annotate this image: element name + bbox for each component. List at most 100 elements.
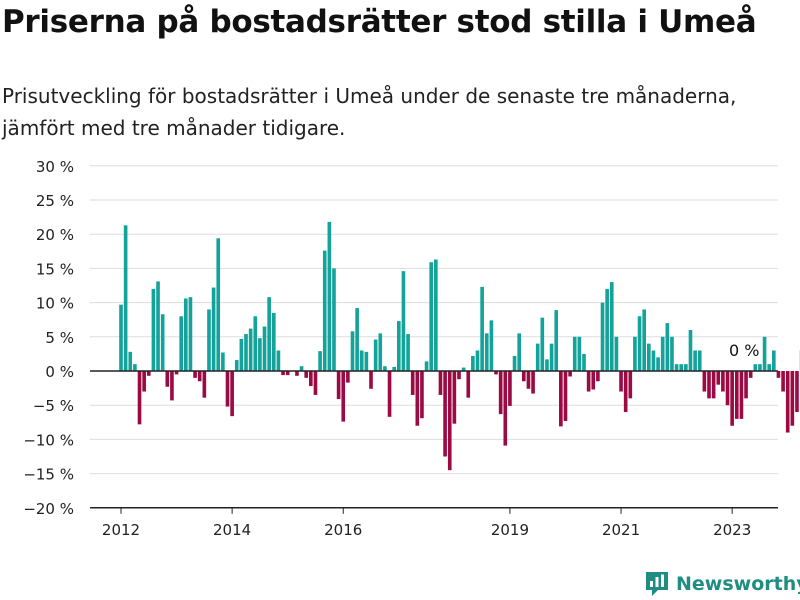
- bar: [197, 371, 202, 382]
- bar: [535, 343, 540, 371]
- bar: [364, 351, 369, 371]
- bar: [512, 355, 517, 371]
- bar: [373, 339, 378, 371]
- bar: [586, 371, 591, 392]
- bar: [355, 308, 359, 371]
- bar: [790, 371, 795, 426]
- bar: [758, 364, 762, 371]
- bar: [772, 350, 776, 371]
- bar: [517, 333, 521, 371]
- brand-logo[interactable]: Newsworthy: [644, 568, 800, 600]
- bar: [309, 371, 313, 387]
- bar-chart: −20 % −15 % −10 % −5 % 0 % 5 % 10 % 15 % 20 % 25 …: [23, 158, 800, 539]
- bar: [521, 371, 526, 382]
- bar: [216, 238, 221, 371]
- y-tick-label: −20 %: [23, 500, 74, 518]
- bar: [480, 286, 484, 371]
- x-axis-tick-labels: 2012201420162019202120232025: [102, 521, 751, 539]
- x-tick-label: 2014: [213, 521, 251, 539]
- bar: [609, 282, 614, 371]
- bar: [767, 364, 772, 371]
- bar: [285, 371, 290, 376]
- bar: [665, 323, 670, 371]
- bar: [508, 371, 512, 406]
- bar: [781, 371, 785, 392]
- bar: [656, 357, 660, 371]
- bar: [651, 350, 656, 371]
- bar: [156, 281, 160, 371]
- bar: [563, 371, 568, 421]
- bar: [410, 371, 415, 395]
- bar: [670, 336, 674, 371]
- bar: [600, 302, 605, 371]
- bar: [336, 371, 341, 400]
- bar: [674, 364, 679, 371]
- bar: [304, 371, 309, 378]
- y-tick-label: −5 %: [33, 397, 74, 415]
- bar: [452, 371, 457, 424]
- bar: [642, 309, 646, 371]
- bar: [207, 309, 211, 371]
- bar: [434, 259, 438, 371]
- bar: [526, 371, 531, 389]
- bar: [230, 371, 234, 417]
- bar: [234, 360, 239, 371]
- bar: [614, 336, 619, 371]
- last-value-label: 0 %: [729, 341, 759, 360]
- bar: [688, 329, 693, 371]
- bar: [795, 371, 799, 413]
- x-tick-label: 2019: [491, 521, 529, 539]
- bar: [271, 312, 276, 371]
- bar: [531, 371, 535, 394]
- bar: [461, 367, 466, 371]
- y-axis-tick-labels: −20 % −15 % −10 % −5 % 0 % 5 % 10 % 15 % 20 % 25 …: [23, 158, 74, 518]
- bar: [762, 336, 767, 371]
- bar: [350, 331, 355, 371]
- bar: [471, 355, 475, 371]
- bar: [475, 350, 480, 371]
- bar: [623, 371, 628, 413]
- bar: [725, 371, 730, 406]
- bar: [244, 334, 248, 371]
- bars: [119, 221, 800, 471]
- chart-subtitle: Prisutveckling för bostadsrätter i Umeå …: [2, 84, 737, 140]
- bar: [248, 328, 253, 371]
- chart-title: Priserna på bostadsrätter stod stilla i …: [2, 4, 757, 40]
- bar: [142, 371, 146, 392]
- y-tick-label: 5 %: [45, 329, 74, 347]
- bar: [447, 371, 452, 471]
- bar: [128, 351, 133, 371]
- bar: [744, 371, 748, 399]
- bar: [322, 250, 327, 371]
- bar: [647, 343, 651, 371]
- bar: [170, 371, 174, 401]
- bar: [707, 371, 711, 399]
- bar: [498, 371, 503, 415]
- bar: [133, 364, 137, 371]
- bar: [776, 371, 781, 378]
- bar: [572, 336, 577, 371]
- bar: [619, 371, 623, 392]
- bar: [716, 371, 721, 385]
- bar: [697, 350, 702, 371]
- bar: [160, 314, 165, 371]
- y-tick-label: −15 %: [23, 466, 74, 484]
- bar: [549, 343, 554, 371]
- bar-chart-logo-icon: [646, 572, 668, 596]
- bar: [591, 371, 596, 390]
- bar: [739, 371, 744, 419]
- y-tick-label: 10 %: [36, 295, 74, 313]
- bar: [540, 317, 545, 371]
- bar: [734, 371, 739, 419]
- bar: [721, 371, 725, 392]
- bar: [545, 359, 549, 371]
- bar: [346, 371, 350, 383]
- bar: [165, 371, 170, 387]
- bar: [299, 366, 304, 371]
- brand-name: Newsworthy: [676, 573, 800, 595]
- bar: [383, 366, 387, 371]
- bar: [424, 361, 429, 371]
- bar: [184, 298, 188, 371]
- bar: [679, 364, 684, 371]
- bar: [276, 350, 281, 371]
